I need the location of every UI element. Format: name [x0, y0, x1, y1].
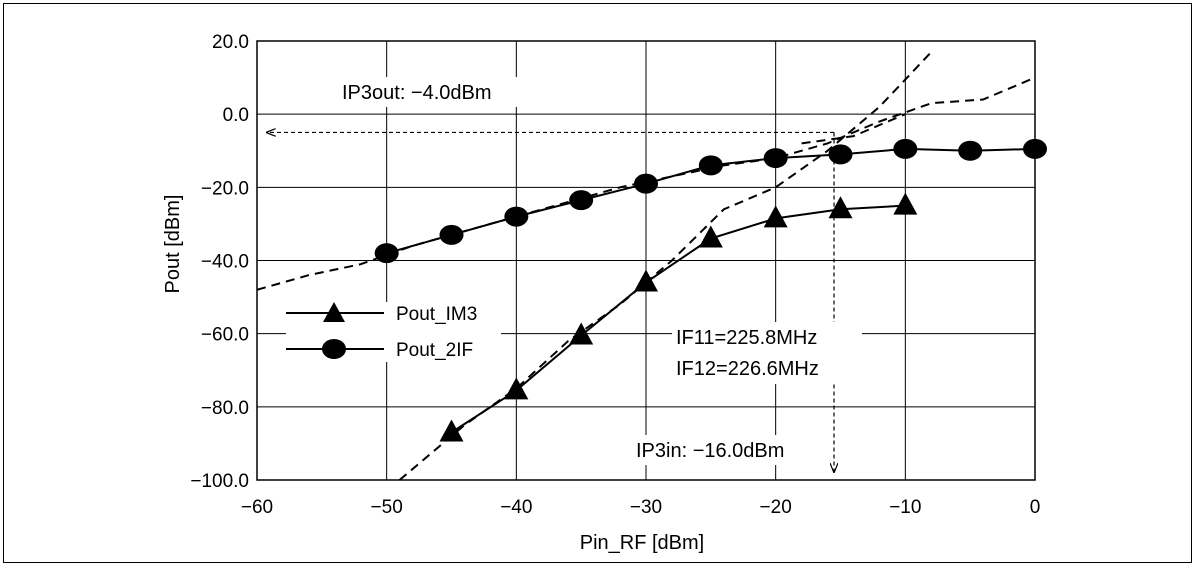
x-tick-label: −60 [241, 497, 273, 518]
reference-arrows [267, 132, 834, 472]
chart-frame: −60 −50 −40 −30 −20 −10 0 20.0 0.0 −20.0 −40.0 −60.… [3, 3, 1192, 563]
pout-2if-point [893, 138, 918, 159]
y-tick-label: −40.0 [201, 252, 249, 273]
pout-2if-point [698, 155, 723, 176]
pout-2if-point [763, 148, 788, 169]
pout-2if-point [828, 144, 853, 165]
if-label-bg [672, 322, 862, 384]
pout-im3-point [828, 196, 853, 219]
x-tick-label: −30 [630, 497, 662, 518]
y-tick-label: 20.0 [212, 32, 249, 53]
pout-im3-point [439, 419, 464, 442]
pout-im3-point [504, 377, 529, 400]
ip3out-label: IP3out: −4.0dBm [342, 82, 492, 104]
tick-labels: −60 −50 −40 −30 −20 −10 0 20.0 0.0 −20.0 −40.0 −60.… [190, 32, 1040, 518]
pout-2if-point [504, 206, 529, 227]
y-tick-label: 0.0 [223, 105, 249, 126]
y-axis-label: Pout [dBm] [162, 195, 184, 294]
pout-2if-point [439, 224, 464, 245]
x-tick-label: −40 [500, 497, 532, 518]
x-tick-label: 0 [1030, 497, 1041, 518]
pout-im3-point [763, 205, 788, 228]
legend-im3-label: Pout_IM3 [396, 304, 477, 325]
plot-border [256, 40, 1036, 481]
pout-2if-point [958, 140, 983, 161]
y-tick-label: −20.0 [201, 178, 249, 199]
ip3in-label: IP3in: −16.0dBm [636, 440, 784, 462]
if11-label: IF11=225.8MHz [676, 327, 817, 349]
dashed-fit-line-4 [801, 113, 906, 145]
pout-im3-point [698, 225, 723, 248]
ip3in-label-bg [632, 435, 830, 465]
pout-2if-point [634, 173, 658, 194]
dashed-fit-line-3 [398, 51, 933, 480]
legend-im3-marker [323, 302, 345, 322]
y-tick-label: −100.0 [190, 471, 249, 492]
legend-2if-label: Pout_2IF [396, 340, 473, 361]
x-tick-label: −10 [889, 497, 921, 518]
pout-2if-point [374, 243, 399, 264]
x-tick-label: −50 [371, 497, 403, 518]
y-tick-label: −80.0 [201, 398, 249, 419]
pout-im3-line [450, 204, 906, 434]
chart: −60 −50 −40 −30 −20 −10 0 20.0 0.0 −20.0 −40.0 −60.… [162, 32, 1047, 554]
if12-label: IF12=226.6MHz [676, 358, 819, 380]
pout-im3-point [893, 192, 918, 215]
pout-im3-point [634, 269, 658, 292]
ip3out-label-bg [338, 77, 538, 107]
pout-2if-point [569, 190, 594, 211]
x-axis-label: Pin_RF [dBm] [580, 532, 704, 554]
pout-im3-point [569, 322, 594, 345]
x-tick-label: −20 [760, 497, 792, 518]
legend-2if-marker [322, 339, 346, 359]
grid [257, 41, 1035, 480]
data-series [374, 138, 1047, 442]
y-tick-label: −60.0 [201, 325, 249, 346]
